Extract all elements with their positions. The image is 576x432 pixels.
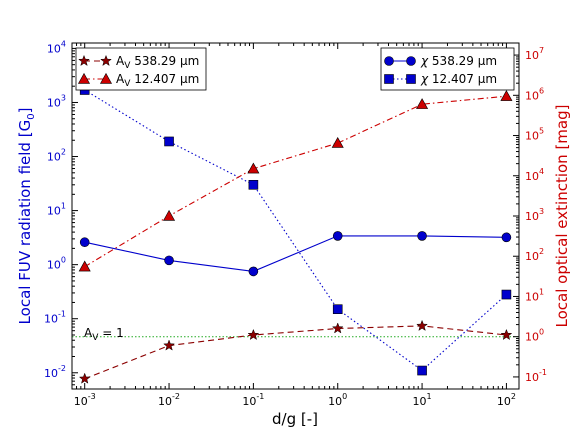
legend-label: AV 12.407 μm bbox=[116, 72, 199, 89]
x-axis-label: d/g [-] bbox=[272, 410, 318, 428]
y-right-tick-label: 101 bbox=[525, 287, 544, 303]
y-right-tick-label: 10-1 bbox=[525, 368, 547, 384]
y-right-tick-label: 100 bbox=[525, 328, 544, 344]
y-right-tick-label: 104 bbox=[525, 167, 544, 183]
legend-box bbox=[75, 47, 207, 91]
legend-marker bbox=[77, 72, 91, 84]
y-left-tick-label: 101 bbox=[47, 202, 66, 218]
series-1-point bbox=[79, 237, 90, 248]
x-tick-label: 100 bbox=[328, 392, 347, 408]
series-4-line bbox=[84, 95, 507, 268]
series-2-point bbox=[332, 304, 343, 314]
legend-right: χ 538.29 μm χ 12.407 μm bbox=[380, 47, 515, 91]
series-4-point bbox=[78, 260, 91, 272]
series-4-point bbox=[416, 98, 429, 109]
series-3-line bbox=[84, 325, 507, 380]
svg-text:AV = 1: AV = 1 bbox=[84, 326, 124, 343]
series-2-point bbox=[501, 289, 512, 300]
y-left-tick-label: 102 bbox=[47, 148, 66, 164]
y-right-tick-label: 107 bbox=[525, 46, 544, 62]
series-4-point bbox=[331, 136, 344, 148]
legend-marker bbox=[384, 74, 394, 84]
y-left-tick-label: 10-1 bbox=[44, 310, 66, 326]
legend-marker bbox=[100, 54, 112, 67]
series-3-point bbox=[163, 339, 175, 351]
y-axis-left-label: Local FUV radiation field [G0] bbox=[16, 108, 37, 325]
y-axis-left-label-sub: 0 bbox=[26, 113, 37, 119]
y-left-tick-label: 100 bbox=[47, 256, 66, 272]
series-3-point bbox=[500, 328, 513, 341]
y-left-tick-label: 104 bbox=[47, 39, 66, 55]
series-2-point bbox=[248, 179, 259, 190]
series-2-point bbox=[164, 136, 174, 147]
y-left-tick-label: 10-2 bbox=[44, 364, 66, 380]
series-1-point bbox=[501, 232, 512, 243]
y-right-tick-label: 105 bbox=[525, 127, 544, 143]
series-1-point bbox=[332, 231, 343, 241]
x-tick-label: 101 bbox=[413, 392, 432, 408]
y-axis-right-label: Local optical extinction [mag] bbox=[553, 105, 571, 328]
annotation-av-equals-1: AV = 1 bbox=[84, 326, 124, 343]
legend-label: χ 12.407 μm bbox=[420, 72, 497, 86]
legend-marker bbox=[406, 74, 416, 84]
legend-box bbox=[380, 47, 515, 91]
series-3-point bbox=[331, 322, 344, 334]
y-right-tick-label: 102 bbox=[525, 247, 544, 263]
y-right-tick-label: 106 bbox=[525, 86, 544, 102]
legend-label: χ 538.29 μm bbox=[420, 54, 497, 68]
x-tick-label: 10-3 bbox=[74, 392, 96, 408]
legend-marker bbox=[78, 54, 90, 67]
series-1-line bbox=[84, 235, 507, 272]
series-3-point bbox=[247, 328, 260, 341]
y-left-tick-label: 103 bbox=[47, 93, 66, 109]
series-4-point bbox=[163, 209, 176, 221]
series-1-point bbox=[164, 255, 174, 266]
legend-marker bbox=[384, 56, 394, 66]
y-right-tick-label: 103 bbox=[525, 207, 544, 223]
legend-label: AV 538.29 μm bbox=[116, 54, 199, 71]
x-tick-label: 102 bbox=[497, 392, 516, 408]
legend-marker bbox=[99, 72, 113, 84]
series-1-point bbox=[417, 231, 427, 241]
series-3-point bbox=[78, 372, 91, 384]
series-2-line bbox=[84, 89, 507, 372]
series-4-point bbox=[500, 90, 513, 101]
x-tick-label: 10-1 bbox=[242, 392, 264, 408]
series-1-point bbox=[248, 266, 259, 277]
series-3-point bbox=[416, 319, 428, 331]
series-2-point bbox=[417, 365, 427, 376]
legend-marker bbox=[406, 56, 416, 66]
x-tick-label: 10-2 bbox=[158, 392, 180, 408]
series-4-point bbox=[247, 162, 260, 174]
